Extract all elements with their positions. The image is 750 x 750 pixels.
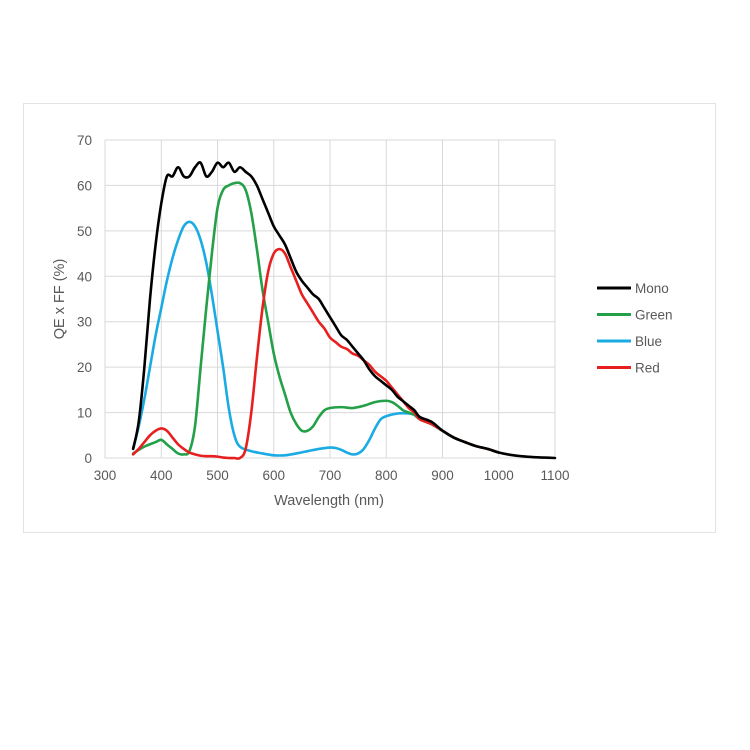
y-tick-labels: 0 10 20 30 40 50 60 70: [77, 133, 92, 466]
chart-frame: [23, 103, 716, 533]
series-line-mono: [131, 161, 557, 460]
y-axis-title: QE x FF (%): [52, 259, 68, 340]
x-tick-label: 300: [94, 468, 117, 483]
y-tick-label: 0: [84, 451, 92, 466]
x-tick-label: 500: [206, 468, 229, 483]
y-tick-label: 30: [77, 315, 92, 330]
x-tick-label: 1000: [484, 468, 514, 483]
legend-label-blue: Blue: [635, 334, 662, 349]
x-tick-label: 400: [150, 468, 173, 483]
y-tick-label: 40: [77, 269, 92, 284]
y-tick-label: 60: [77, 178, 92, 193]
x-tick-label: 900: [431, 468, 454, 483]
legend-label-mono: Mono: [635, 281, 669, 296]
grid-lines: [104, 139, 556, 459]
y-tick-label: 20: [77, 360, 92, 375]
y-tick-label: 70: [77, 133, 92, 148]
x-axis-title: Wavelength (nm): [274, 493, 384, 509]
legend-label-green: Green: [635, 308, 673, 323]
x-tick-label: 800: [375, 468, 398, 483]
x-tick-label: 600: [262, 468, 285, 483]
x-tick-labels: 300 400 500 600 700 800 900 1000 1100: [94, 468, 570, 483]
x-tick-label: 700: [319, 468, 342, 483]
x-tick-label: 1100: [540, 468, 569, 483]
legend: Mono Green Blue Red: [597, 281, 673, 376]
y-tick-label: 10: [77, 406, 92, 421]
y-tick-label: 50: [77, 224, 92, 239]
legend-label-red: Red: [635, 361, 660, 376]
series-lines: [131, 161, 557, 460]
series-line-red: [131, 247, 501, 460]
series-line-green: [131, 181, 501, 456]
